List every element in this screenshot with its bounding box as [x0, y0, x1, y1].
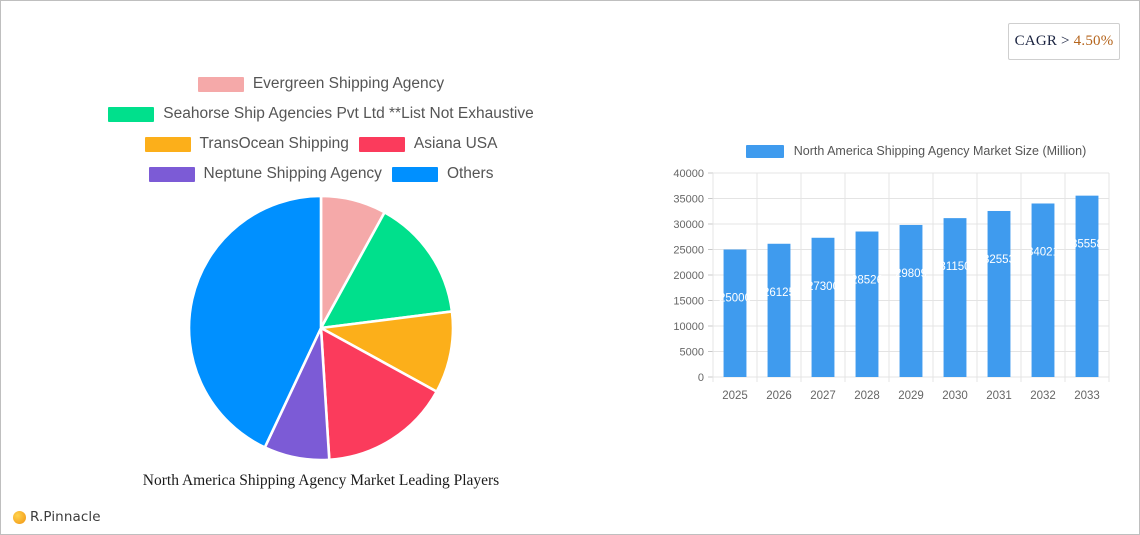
bar-chart-svg: 0 5000 10000 15000 20000 25000 30000 35000 40000…	[673, 168, 1110, 402]
pie-legend-label: Neptune Shipping Agency	[203, 165, 382, 182]
brand-logo-text: R.Pinnacle	[30, 509, 101, 525]
bar-value-label: 31150	[939, 261, 970, 273]
bar-value-label: 25000	[719, 293, 751, 305]
pie-slice[interactable]	[316, 310, 455, 394]
x-axis-label: 2027	[810, 390, 836, 402]
bar-value-label: 28526	[851, 275, 883, 287]
pinnacle-circle-icon	[13, 510, 26, 524]
bar-value-label: 35558	[1071, 239, 1103, 251]
pie-chart	[187, 194, 455, 462]
cagr-prefix: CAGR >	[1014, 33, 1070, 49]
bar[interactable]	[855, 231, 879, 377]
pie-chart-panel: Evergreen Shipping Agency Seahorse Ship A…	[1, 61, 641, 491]
y-axis-label: 30000	[673, 219, 704, 231]
x-axis-label: 2033	[1074, 390, 1100, 402]
x-axis-label: 2030	[942, 390, 968, 402]
bar-value-label: 29809	[895, 268, 927, 280]
pie-legend-item[interactable]: Seahorse Ship Agencies Pvt Ltd **List No…	[108, 105, 534, 123]
pie-slice[interactable]	[187, 194, 323, 450]
bar[interactable]	[899, 224, 923, 377]
pie-legend-row: Evergreen Shipping Agency	[21, 73, 621, 95]
pie-legend-item[interactable]: TransOcean Shipping	[144, 135, 349, 153]
bar[interactable]	[943, 218, 967, 377]
bar[interactable]	[1075, 195, 1099, 377]
bar-legend-label: North America Shipping Agency Market Siz…	[793, 144, 1087, 158]
x-axis-label: 2028	[854, 390, 880, 402]
pie-legend-item[interactable]: Others	[391, 165, 494, 183]
bar[interactable]	[767, 243, 791, 377]
pie-legend-item[interactable]: Asiana USA	[358, 135, 498, 153]
legend-swatch-neptune	[148, 166, 195, 182]
cagr-badge: CAGR > 4.50%	[1008, 23, 1120, 60]
y-axis-label: 20000	[673, 270, 704, 282]
pie-legend-label: Others	[446, 165, 494, 182]
bar-value-label: 27300	[807, 281, 839, 293]
x-axis-label: 2032	[1030, 390, 1056, 402]
bar-chart: 0 5000 10000 15000 20000 25000 30000 35000 40000…	[661, 163, 1121, 413]
bar-value-label: 26125	[763, 287, 795, 299]
bar-legend: North America Shipping Agency Market Siz…	[701, 139, 1131, 163]
bar-value-label: 34021	[1027, 246, 1059, 258]
x-axis-label: 2025	[722, 390, 748, 402]
pie-legend-row: Neptune Shipping Agency Others	[21, 163, 621, 185]
bar[interactable]	[723, 249, 747, 378]
pie-legend-item[interactable]: Evergreen Shipping Agency	[197, 75, 445, 93]
legend-swatch-seahorse	[108, 106, 155, 122]
pie-legend-label: Asiana USA	[413, 135, 498, 152]
bar-legend-swatch	[745, 144, 784, 158]
bar-chart-panel: North America Shipping Agency Market Siz…	[661, 139, 1131, 414]
cagr-value: 4.50%	[1073, 33, 1114, 49]
pie-chart-svg	[187, 194, 455, 462]
pie-legend: Evergreen Shipping Agency Seahorse Ship A…	[21, 61, 621, 185]
bar[interactable]	[1031, 203, 1055, 377]
brand-logo: R.Pinnacle	[13, 509, 101, 525]
legend-swatch-transocean	[144, 136, 191, 152]
x-axis-label: 2029	[898, 390, 924, 402]
legend-swatch-evergreen	[197, 76, 244, 92]
y-axis-label: 35000	[673, 194, 704, 206]
pie-legend-row: Seahorse Ship Agencies Pvt Ltd **List No…	[21, 103, 621, 125]
x-axis-label: 2026	[766, 390, 792, 402]
x-axis-label: 2031	[986, 390, 1012, 402]
pie-slice[interactable]	[318, 210, 454, 330]
legend-swatch-others	[391, 166, 438, 182]
pie-chart-title: North America Shipping Agency Market Lea…	[142, 472, 500, 489]
bar[interactable]	[811, 237, 835, 377]
pie-legend-label: Seahorse Ship Agencies Pvt Ltd **List No…	[163, 105, 534, 122]
y-axis-label: 10000	[673, 321, 704, 333]
pie-legend-label: Evergreen Shipping Agency	[252, 75, 445, 92]
pie-legend-row: TransOcean Shipping Asiana USA	[21, 133, 621, 155]
y-axis-label: 5000	[680, 347, 704, 359]
y-axis-label: 15000	[673, 296, 704, 308]
bar[interactable]	[987, 210, 1011, 377]
pie-legend-item[interactable]: Neptune Shipping Agency	[148, 165, 382, 183]
y-axis-label: 40000	[673, 168, 704, 180]
y-axis-label: 0	[698, 372, 704, 384]
pie-legend-label: TransOcean Shipping	[199, 135, 349, 152]
bar-value-label: 32553	[983, 254, 1015, 266]
y-axis-label: 25000	[673, 245, 704, 257]
legend-swatch-asiana	[358, 136, 405, 152]
pie-slice[interactable]	[319, 325, 439, 462]
